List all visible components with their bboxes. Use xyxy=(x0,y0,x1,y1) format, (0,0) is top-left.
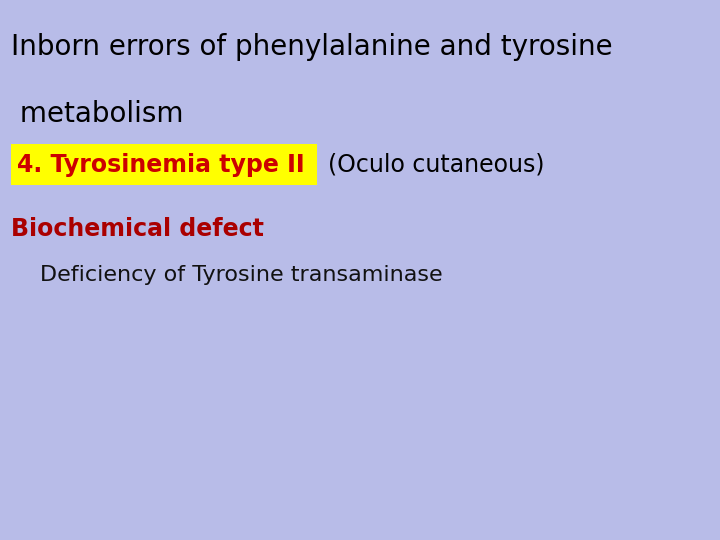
Text: Inborn errors of phenylalanine and tyrosine: Inborn errors of phenylalanine and tyros… xyxy=(11,32,613,60)
Text: metabolism: metabolism xyxy=(11,100,184,128)
Text: 4. Tyrosinemia type II: 4. Tyrosinemia type II xyxy=(17,153,304,177)
Text: Biochemical defect: Biochemical defect xyxy=(11,218,264,241)
Text: (Oculo cutaneous): (Oculo cutaneous) xyxy=(328,153,544,177)
Text: Deficiency of Tyrosine transaminase: Deficiency of Tyrosine transaminase xyxy=(40,265,442,286)
